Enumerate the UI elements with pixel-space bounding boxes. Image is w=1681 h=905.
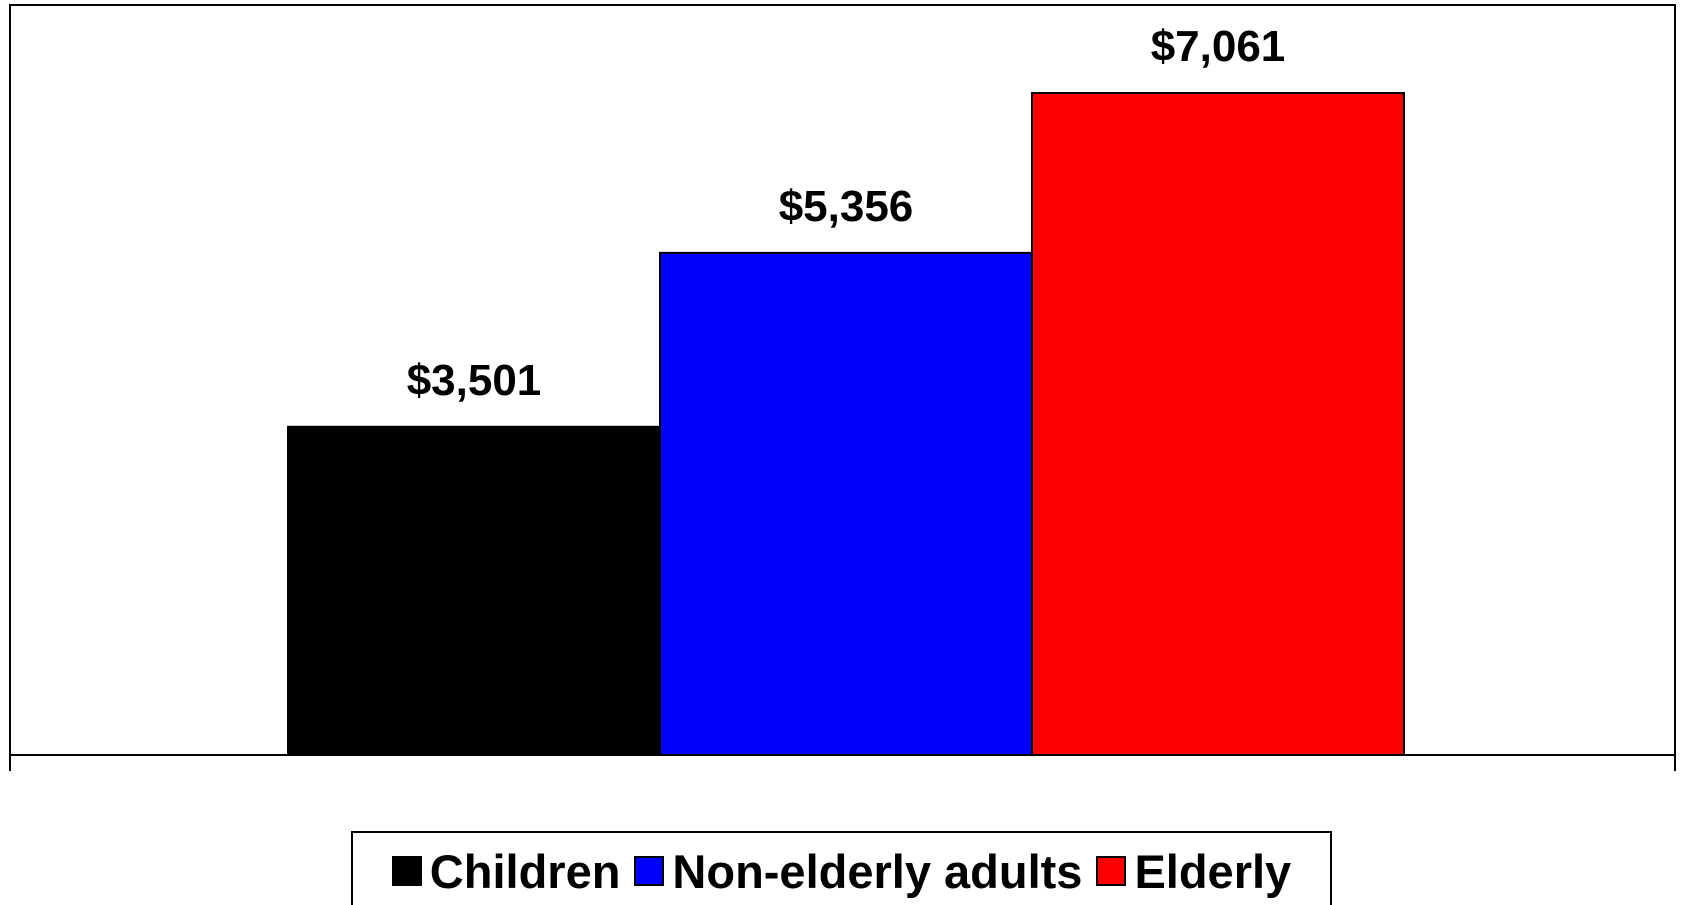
legend: Children Non-elderly adults Elderly: [351, 831, 1332, 905]
bar-children: [288, 427, 660, 755]
data-label-children: $3,501: [407, 356, 542, 405]
legend-swatch-elderly: [1096, 856, 1126, 886]
data-label-non-elderly-adults: $5,356: [779, 182, 914, 231]
bar-non-elderly-adults: [660, 253, 1032, 755]
legend-item-elderly: Elderly: [1096, 844, 1291, 899]
legend-label-non-elderly-adults: Non-elderly adults: [672, 844, 1082, 899]
data-label-elderly: $7,061: [1151, 22, 1286, 71]
legend-label-elderly: Elderly: [1134, 844, 1291, 899]
legend-swatch-non-elderly-adults: [634, 856, 664, 886]
legend-item-children: Children: [392, 844, 621, 899]
legend-swatch-children: [392, 856, 422, 886]
bar-elderly: [1032, 93, 1404, 755]
legend-label-children: Children: [430, 844, 621, 899]
legend-item-non-elderly-adults: Non-elderly adults: [634, 844, 1082, 899]
